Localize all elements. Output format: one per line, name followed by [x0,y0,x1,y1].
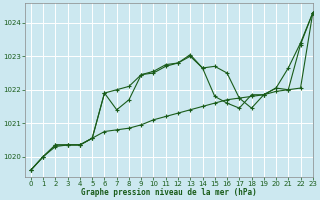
X-axis label: Graphe pression niveau de la mer (hPa): Graphe pression niveau de la mer (hPa) [81,188,257,197]
